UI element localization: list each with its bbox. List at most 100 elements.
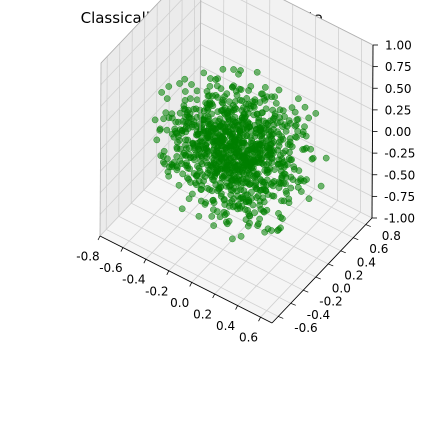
data-point xyxy=(228,83,236,91)
data-point xyxy=(193,96,201,104)
data-point xyxy=(254,222,261,229)
data-point xyxy=(153,136,161,144)
data-point xyxy=(206,101,214,109)
data-point xyxy=(209,176,217,183)
data-point xyxy=(285,117,293,124)
data-point xyxy=(288,156,295,164)
data-points xyxy=(151,65,330,243)
data-point xyxy=(269,130,277,138)
data-point xyxy=(299,131,307,138)
data-point xyxy=(244,206,251,214)
x-tick-mark xyxy=(258,317,261,322)
data-point xyxy=(291,108,299,116)
data-point xyxy=(282,127,290,135)
data-point xyxy=(262,105,270,113)
data-point xyxy=(220,196,228,204)
data-point xyxy=(201,113,209,120)
data-point xyxy=(244,175,252,183)
data-point xyxy=(245,87,252,94)
data-point xyxy=(223,161,231,169)
y-tick-mark xyxy=(353,237,359,241)
pane-edge xyxy=(100,0,162,64)
data-point xyxy=(178,205,186,213)
pane-edge xyxy=(283,0,374,46)
data-point xyxy=(279,123,286,130)
data-point xyxy=(252,179,259,186)
grid-line xyxy=(214,188,315,295)
data-point xyxy=(226,132,234,140)
x-tick-label: -0.6 xyxy=(99,261,122,275)
data-point xyxy=(230,66,237,73)
y-tick-label: 0.8 xyxy=(382,229,401,243)
x-tick-mark xyxy=(235,305,238,310)
data-point xyxy=(164,155,171,163)
data-point xyxy=(217,107,225,114)
data-point xyxy=(245,197,253,204)
data-point xyxy=(214,123,222,131)
data-point xyxy=(244,110,252,117)
data-point xyxy=(210,222,218,229)
y-tick-mark xyxy=(328,263,334,267)
data-point xyxy=(243,95,251,102)
data-point xyxy=(217,85,225,92)
data-point xyxy=(188,81,195,88)
data-point xyxy=(286,135,294,142)
data-point xyxy=(271,110,279,118)
y-tick-label: -0.4 xyxy=(307,308,330,322)
data-point xyxy=(208,187,216,195)
data-point xyxy=(263,93,271,101)
y-tick-mark xyxy=(315,276,321,280)
data-point xyxy=(264,225,272,233)
grid-line xyxy=(131,202,304,291)
grid-line xyxy=(200,22,373,111)
data-point xyxy=(197,186,205,193)
data-point xyxy=(174,139,181,146)
data-point xyxy=(256,197,264,205)
grid-line xyxy=(100,44,201,150)
grid-line xyxy=(100,0,202,107)
data-point xyxy=(216,213,224,221)
data-point xyxy=(251,146,259,154)
data-point xyxy=(209,196,217,204)
grid-line xyxy=(156,176,329,265)
data-point xyxy=(222,128,230,136)
data-point xyxy=(200,144,207,152)
data-point xyxy=(256,132,264,140)
data-point xyxy=(305,195,313,203)
data-point xyxy=(240,187,248,195)
data-point xyxy=(214,94,222,101)
y-tick-mark xyxy=(290,302,296,306)
x-tick-label: 0.6 xyxy=(239,331,258,345)
data-point xyxy=(236,134,243,142)
x-tick-mark xyxy=(143,259,147,264)
data-point xyxy=(223,90,231,98)
data-point xyxy=(278,197,285,205)
y-tick-mark xyxy=(340,250,346,254)
data-point xyxy=(322,154,330,162)
data-point xyxy=(277,167,285,175)
data-point xyxy=(193,87,201,95)
data-point xyxy=(244,222,252,230)
data-point xyxy=(165,83,173,90)
data-point xyxy=(233,162,241,170)
data-point xyxy=(170,133,178,141)
data-point xyxy=(264,121,272,128)
data-point xyxy=(205,92,213,99)
data-point xyxy=(286,141,294,149)
data-point xyxy=(160,115,167,123)
data-point xyxy=(181,97,189,104)
data-point xyxy=(214,75,221,83)
data-point xyxy=(173,153,181,160)
data-point xyxy=(282,187,290,195)
data-point xyxy=(234,146,242,154)
data-point xyxy=(189,140,197,148)
z-tick-label: 0.00 xyxy=(385,125,412,139)
data-point xyxy=(163,95,171,102)
data-point xyxy=(225,98,233,106)
data-point xyxy=(252,141,260,148)
grid-line xyxy=(106,229,279,317)
data-point xyxy=(275,86,283,94)
data-point xyxy=(253,68,261,76)
data-point xyxy=(213,208,221,215)
data-point xyxy=(303,144,310,152)
